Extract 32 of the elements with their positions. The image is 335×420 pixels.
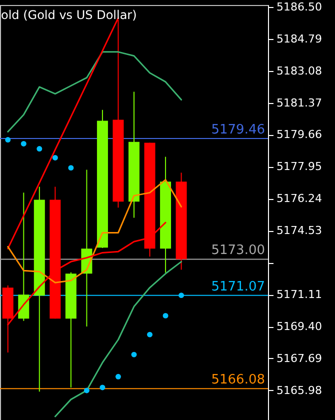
line-series bbox=[7, 51, 182, 132]
y-tick-label: 5169.40 bbox=[276, 320, 322, 334]
y-tick-label: 5183.08 bbox=[276, 64, 322, 78]
ref-line-label: 5166.08 bbox=[211, 372, 265, 388]
point bbox=[68, 165, 74, 171]
line-series bbox=[54, 260, 182, 418]
y-tick-label: 5186.50 bbox=[276, 0, 322, 14]
point bbox=[100, 384, 106, 390]
y-tick-label: 5167.69 bbox=[276, 352, 322, 365]
y-tick-label: 5176.24 bbox=[276, 192, 322, 206]
ref-line-label: 5179.46 bbox=[211, 122, 265, 138]
y-tick-label: 5174.53 bbox=[276, 224, 322, 238]
point bbox=[115, 374, 121, 380]
point bbox=[84, 388, 90, 394]
point bbox=[131, 352, 137, 358]
point bbox=[36, 146, 42, 152]
ref-line-label: 5171.07 bbox=[211, 279, 265, 294]
y-tick-label: 5165.98 bbox=[276, 384, 322, 397]
point bbox=[5, 137, 11, 143]
point bbox=[20, 140, 26, 146]
y-tick-label: 5171.11 bbox=[276, 288, 322, 302]
point bbox=[147, 332, 153, 338]
y-tick-label: 5181.37 bbox=[276, 96, 322, 110]
y-tick-label: 5177.95 bbox=[276, 160, 322, 174]
ref-line-label: 5173.00 bbox=[211, 243, 265, 258]
point bbox=[162, 312, 168, 318]
y-tick-label: 5179.66 bbox=[276, 128, 322, 142]
y-tick-label: 5184.79 bbox=[276, 32, 322, 46]
point bbox=[178, 292, 184, 298]
chart-title: old (Gold vs US Dollar) bbox=[1, 8, 137, 22]
line-series bbox=[7, 179, 182, 284]
point bbox=[52, 154, 58, 160]
